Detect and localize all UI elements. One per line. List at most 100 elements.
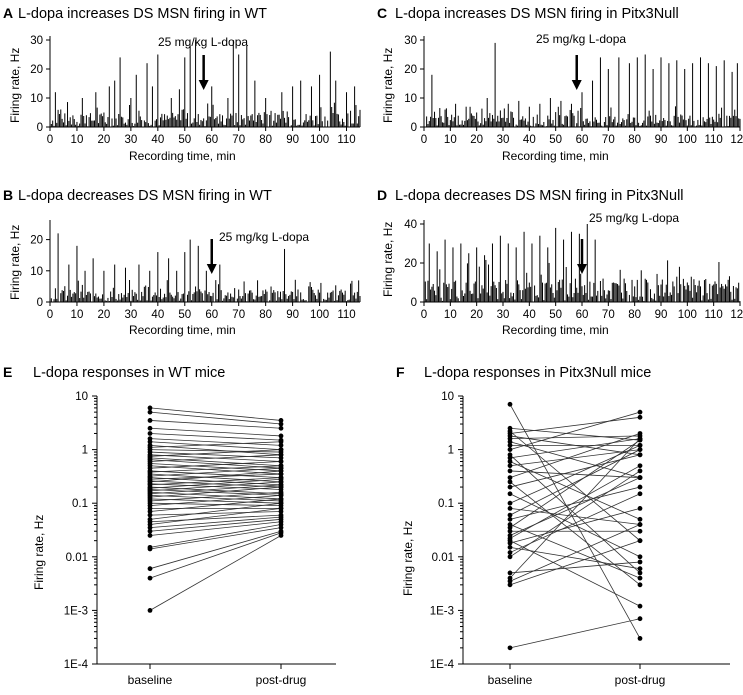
panel-e-baseline-point	[147, 509, 153, 514]
panel-b-letter: B	[3, 187, 13, 203]
panel-b-x-tick-label: 30	[124, 309, 137, 321]
panel-e-pair-line	[149, 441, 282, 448]
panel-e-pair-line	[149, 511, 282, 516]
panel-d-x-tick-label: 110	[704, 309, 722, 321]
panel-e-pair-line	[149, 516, 282, 529]
panel-b-x-tick-label: 110	[337, 309, 355, 321]
panel-f-pair-line	[509, 411, 641, 450]
panel-e-y-tick-label: 1E-4	[64, 659, 89, 671]
panel-e-pair-line	[149, 494, 282, 502]
panel-f-postdrug-point	[637, 522, 643, 527]
panel-e-postdrug-point	[278, 533, 284, 538]
panel-f-postdrug-point	[637, 414, 643, 420]
panel-e-postdrug-point	[278, 442, 284, 448]
panel-d-plot: 0 10 20 30 40 50 60 70 80 90 100 110 120 0 20 40	[404, 219, 743, 321]
panel-b-y-tick-label: 0	[37, 297, 43, 309]
panel-e-pair-line	[149, 486, 282, 495]
panel-e-pair-line	[149, 502, 282, 520]
panel-f-pair-line	[509, 477, 641, 536]
panel-f-baseline-point	[507, 401, 513, 407]
panel-f-baseline-point	[507, 528, 513, 534]
panel-e-pair-line	[149, 527, 282, 550]
panel-d-xlabel: Recording time, min	[502, 323, 609, 337]
panel-f-baseline-point	[507, 484, 513, 490]
panel-e-baseline-point	[147, 425, 153, 431]
panel-e-y-tick-label: 10	[75, 391, 88, 403]
panel-c-y-tick-label: 30	[404, 35, 417, 47]
panel-e-pair-line	[149, 494, 282, 507]
panel-b-title: L-dopa decreases DS MSN firing in WT	[18, 188, 272, 204]
panel-f-postdrug-point	[637, 538, 643, 544]
panel-f-pair-line	[509, 435, 641, 440]
panel-e-y-tick-label: 0.1	[72, 498, 88, 510]
panel-e-category-label: baseline	[128, 673, 173, 687]
panel-e-y-tick-label: 0.01	[66, 552, 88, 564]
panel-f-baseline-point	[507, 550, 513, 555]
panel-d-annotation: 25 mg/kg L-dopa	[589, 211, 679, 225]
panel-f-baseline-point	[507, 525, 513, 531]
panel-d-x-tick-label: 40	[523, 309, 536, 321]
panel-f-baseline-point	[507, 516, 513, 522]
panel-e-pair-line	[149, 427, 282, 437]
panel-f-pair-line	[509, 461, 641, 520]
panel-e-baseline-point	[147, 546, 153, 552]
panel-b-y-tick-label: 20	[30, 235, 43, 247]
panel-e-pair-line	[149, 444, 282, 456]
panel-c-y-tick-label: 20	[404, 64, 417, 76]
panel-f-pair-line	[509, 470, 641, 558]
panel-c-x-tick-label: 50	[549, 134, 562, 146]
panel-a-x-tick-label: 30	[124, 134, 137, 146]
panel-f-postdrug-point	[637, 447, 643, 452]
panel-f-postdrug-point	[637, 603, 643, 609]
panel-f-baseline-point	[507, 442, 513, 448]
panel-c-annotation: 25 mg/kg L-dopa	[536, 32, 626, 46]
panel-f-pair-line	[509, 438, 641, 459]
panel-f-category-label: post-drug	[615, 673, 666, 687]
panel-f-y-tick-label: 1	[448, 445, 454, 457]
panel-f-baseline-point	[507, 455, 513, 461]
panel-c-x-tick-label: 0	[421, 134, 427, 146]
panel-e-pair-line	[149, 532, 282, 579]
panel-f-postdrug-point	[637, 436, 643, 442]
panel-c-x-tick-label: 20	[470, 134, 483, 146]
panel-f-baseline-point	[507, 645, 513, 651]
panel-e-postdrug-point	[278, 447, 284, 452]
panel-f-pair-line	[509, 524, 641, 579]
panel-f-baseline-point	[507, 439, 513, 445]
panel-c-y-tick-label: 0	[411, 122, 417, 134]
panel-a-x-tick-label: 70	[232, 134, 245, 146]
panel-f-y-tick-label: 0.1	[438, 498, 454, 510]
panel-f-postdrug-point	[637, 559, 643, 565]
panel-a-title: L-dopa increases DS MSN firing in WT	[18, 6, 267, 22]
panel-f-title: L-dopa responses in Pitx3Null mice	[424, 365, 651, 381]
panel-e-pair-line	[149, 521, 282, 536]
panel-f-y-tick-label: 1E-4	[430, 659, 455, 671]
panel-e-letter: E	[3, 364, 12, 380]
panel-e-y-tick-label: 1	[82, 445, 88, 457]
panel-f-baseline-point	[507, 570, 513, 576]
panel-f-baseline-point	[507, 582, 513, 588]
panel-f-pair-line	[509, 438, 641, 579]
panel-f-postdrug-point	[637, 616, 643, 622]
panel-f-baseline-point	[507, 491, 513, 497]
panel-e-pair-line	[149, 467, 282, 477]
panel-f-postdrug-point	[637, 516, 643, 522]
panel-e-baseline-point	[147, 439, 153, 445]
panel-e-baseline-point	[147, 525, 153, 531]
panel-f-pair-line	[509, 465, 641, 539]
panel-c-injection-arrow-head	[571, 80, 582, 90]
panel-e-pair-line	[149, 420, 282, 429]
panel-d-title: L-dopa decreases DS MSN firing in Pitx3N…	[395, 188, 684, 204]
panel-e-y-tick-label: 1E-3	[64, 605, 88, 617]
panel-e-pair-line	[149, 518, 282, 532]
panel-e-baseline-point	[147, 405, 153, 411]
panel-a-x-tick-label: 10	[71, 134, 84, 146]
panel-a-x-tick-label: 90	[286, 134, 299, 146]
panel-e-postdrug-point	[278, 433, 284, 439]
panel-f-pair-line	[509, 524, 641, 582]
panel-a-injection-arrow-head	[198, 80, 209, 90]
panel-f-letter: F	[396, 364, 405, 380]
panel-f-pair-line	[509, 546, 641, 570]
panel-e-pair-line	[149, 481, 282, 492]
panel-f-baseline-point	[507, 468, 513, 474]
